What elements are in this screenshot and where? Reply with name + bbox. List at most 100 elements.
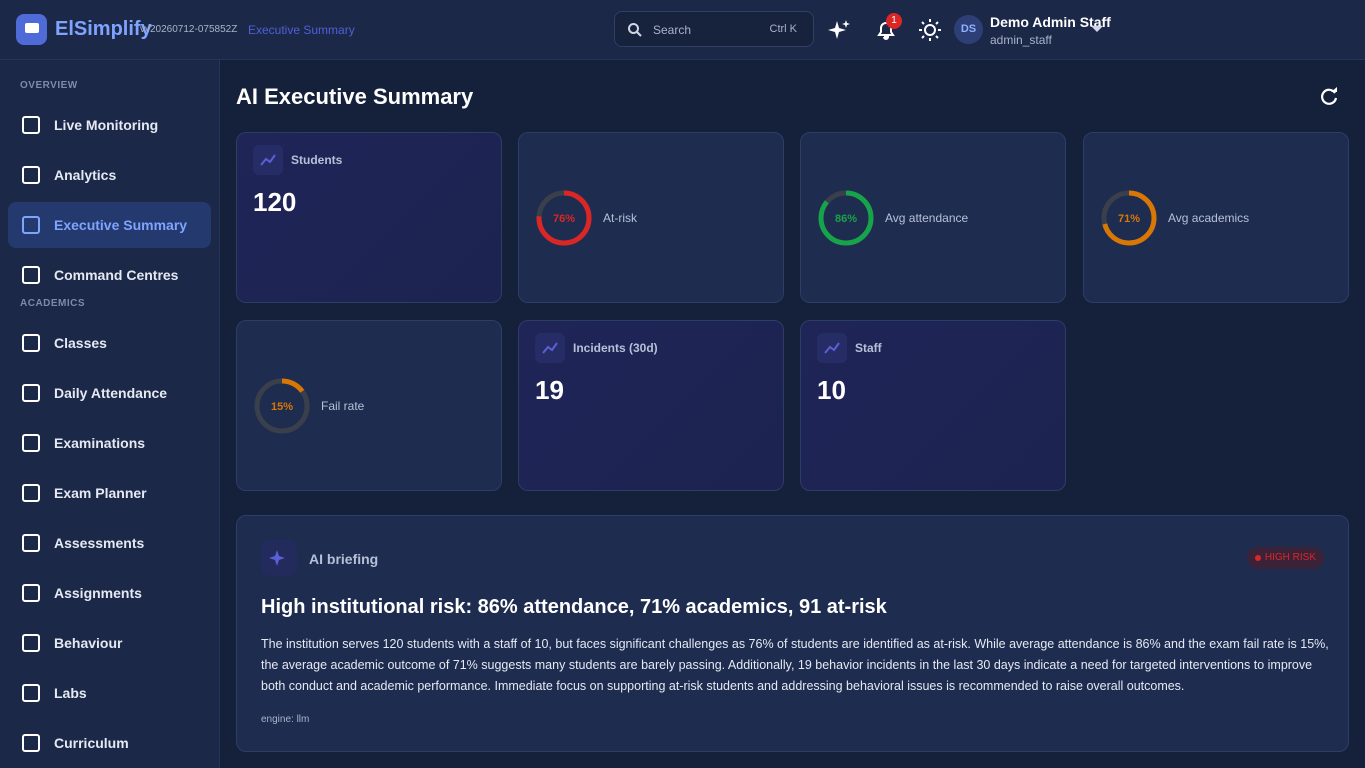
- search-placeholder: Search: [653, 23, 692, 37]
- icon-shape: [22, 534, 40, 552]
- nav-icon: [22, 384, 40, 402]
- notification-badge: 1: [886, 13, 902, 29]
- nav-item[interactable]: Behaviour: [8, 620, 211, 666]
- nav-label: Command Centres: [54, 267, 179, 283]
- refresh-button[interactable]: [1318, 86, 1340, 108]
- icon-shape: [22, 334, 40, 352]
- user-role: admin_staff: [990, 33, 1052, 47]
- kpi-label: Fail rate: [321, 399, 365, 413]
- ai-button[interactable]: [827, 18, 851, 42]
- risk-badge-text: HIGH RISK: [1264, 552, 1316, 563]
- gauge-label: 86%: [835, 213, 857, 225]
- section-title: OVERVIEW: [20, 80, 78, 91]
- kpi-card: Students 120: [236, 132, 502, 303]
- search-box[interactable]: Search Ctrl K: [614, 11, 814, 47]
- search-icon: [628, 23, 642, 37]
- kpi-label: Incidents (30d): [573, 341, 658, 355]
- user-name[interactable]: Demo Admin Staff: [990, 14, 1111, 30]
- nav-item[interactable]: Command Centres: [8, 252, 211, 298]
- nav-item[interactable]: Curriculum: [8, 720, 211, 766]
- icon-shape: [22, 484, 40, 502]
- gauge: 76%: [536, 190, 592, 246]
- nav-label: Labs: [54, 685, 87, 701]
- nav-label: Executive Summary: [54, 217, 188, 233]
- gauge-arc: [536, 190, 592, 246]
- nav-label: Live Monitoring: [54, 117, 159, 133]
- nav-label: Curriculum: [54, 735, 129, 751]
- kpi-icon: [253, 145, 283, 175]
- nav-item[interactable]: Classes: [8, 320, 211, 366]
- logo[interactable]: [16, 14, 47, 45]
- icon-shape: [22, 434, 40, 452]
- kpi-label: Staff: [855, 341, 882, 355]
- nav-label: Daily Attendance: [54, 385, 168, 401]
- page-title: AI Executive Summary: [236, 84, 474, 109]
- icon-shape: [22, 216, 40, 234]
- kpi-label: Avg academics: [1168, 211, 1250, 225]
- kpi-value: 10: [817, 375, 846, 405]
- nav-icon: [22, 684, 40, 702]
- theme-toggle[interactable]: [919, 19, 941, 41]
- nav-label: Assessments: [54, 535, 145, 551]
- top-bar: ElSimplify vv20260712-075852Z Executive …: [0, 0, 1365, 60]
- briefing-engine: engine: llm: [261, 714, 310, 725]
- nav-icon: [22, 534, 40, 552]
- kpi-value: 19: [535, 375, 564, 405]
- nav-item[interactable]: Live Monitoring: [8, 102, 211, 148]
- icon-shape: [542, 342, 558, 354]
- nav-item[interactable]: Assignments: [8, 570, 211, 616]
- gauge-label: 76%: [553, 213, 575, 225]
- kpi-card: Incidents (30d) 19: [518, 320, 784, 491]
- nav-item[interactable]: Exam Planner: [8, 470, 211, 516]
- nav-icon: [22, 266, 40, 284]
- icon-shape: [22, 584, 40, 602]
- nav-item[interactable]: Analytics: [8, 152, 211, 198]
- kpi-value: 120: [253, 187, 297, 217]
- icon-shape: [22, 684, 40, 702]
- nav-icon: [22, 434, 40, 452]
- kpi-card: Staff 10: [800, 320, 1066, 491]
- nav-item[interactable]: Assessments: [8, 520, 211, 566]
- avatar[interactable]: DS: [954, 15, 983, 44]
- kpi-card: 15% Fail rate: [236, 320, 502, 491]
- nav-icon: [22, 116, 40, 134]
- kpi-label: Students: [291, 153, 343, 167]
- gauge: 86%: [818, 190, 874, 246]
- briefing-icon: [261, 540, 297, 576]
- icon-shape: [22, 266, 40, 284]
- brand[interactable]: ElSimplify: [55, 18, 152, 40]
- version: vv20260712-075852Z: [140, 24, 238, 35]
- breadcrumb[interactable]: Executive Summary: [248, 23, 355, 37]
- nav-icon: [22, 484, 40, 502]
- user-menu-caret[interactable]: [1091, 26, 1103, 34]
- icon-shape: [22, 734, 40, 752]
- kpi-card: 71% Avg academics: [1083, 132, 1349, 303]
- gauge: 15%: [254, 378, 310, 434]
- nav-label: Behaviour: [54, 635, 123, 651]
- nav-item[interactable]: Daily Attendance: [8, 370, 211, 416]
- nav-label: Assignments: [54, 585, 142, 601]
- kpi-card: 76% At-risk: [518, 132, 784, 303]
- kpi-card: 86% Avg attendance: [800, 132, 1066, 303]
- nav-icon: [22, 334, 40, 352]
- briefing-title: AI briefing: [309, 551, 379, 567]
- sidebar: OVERVIEW Live Monitoring Analytics Executiv…: [0, 60, 220, 768]
- nav-item[interactable]: Executive Summary: [8, 202, 211, 248]
- gauge-arc: [818, 190, 874, 246]
- nav-item[interactable]: Labs: [8, 670, 211, 716]
- gauge-label: 71%: [1118, 213, 1140, 225]
- nav-label: Examinations: [54, 435, 146, 451]
- gauge: 71%: [1101, 190, 1157, 246]
- risk-badge: HIGH RISK: [1246, 547, 1324, 569]
- nav-item[interactable]: Examinations: [8, 420, 211, 466]
- icon-shape: [22, 166, 40, 184]
- nav-icon: [22, 166, 40, 184]
- nav-label: Analytics: [54, 167, 117, 183]
- briefing-headline: High institutional risk: 86% attendance,…: [261, 596, 887, 618]
- kpi-label: Avg attendance: [885, 211, 969, 225]
- nav-label: Exam Planner: [54, 485, 147, 501]
- nav-label: Classes: [54, 335, 107, 351]
- kpi-label: At-risk: [603, 211, 637, 225]
